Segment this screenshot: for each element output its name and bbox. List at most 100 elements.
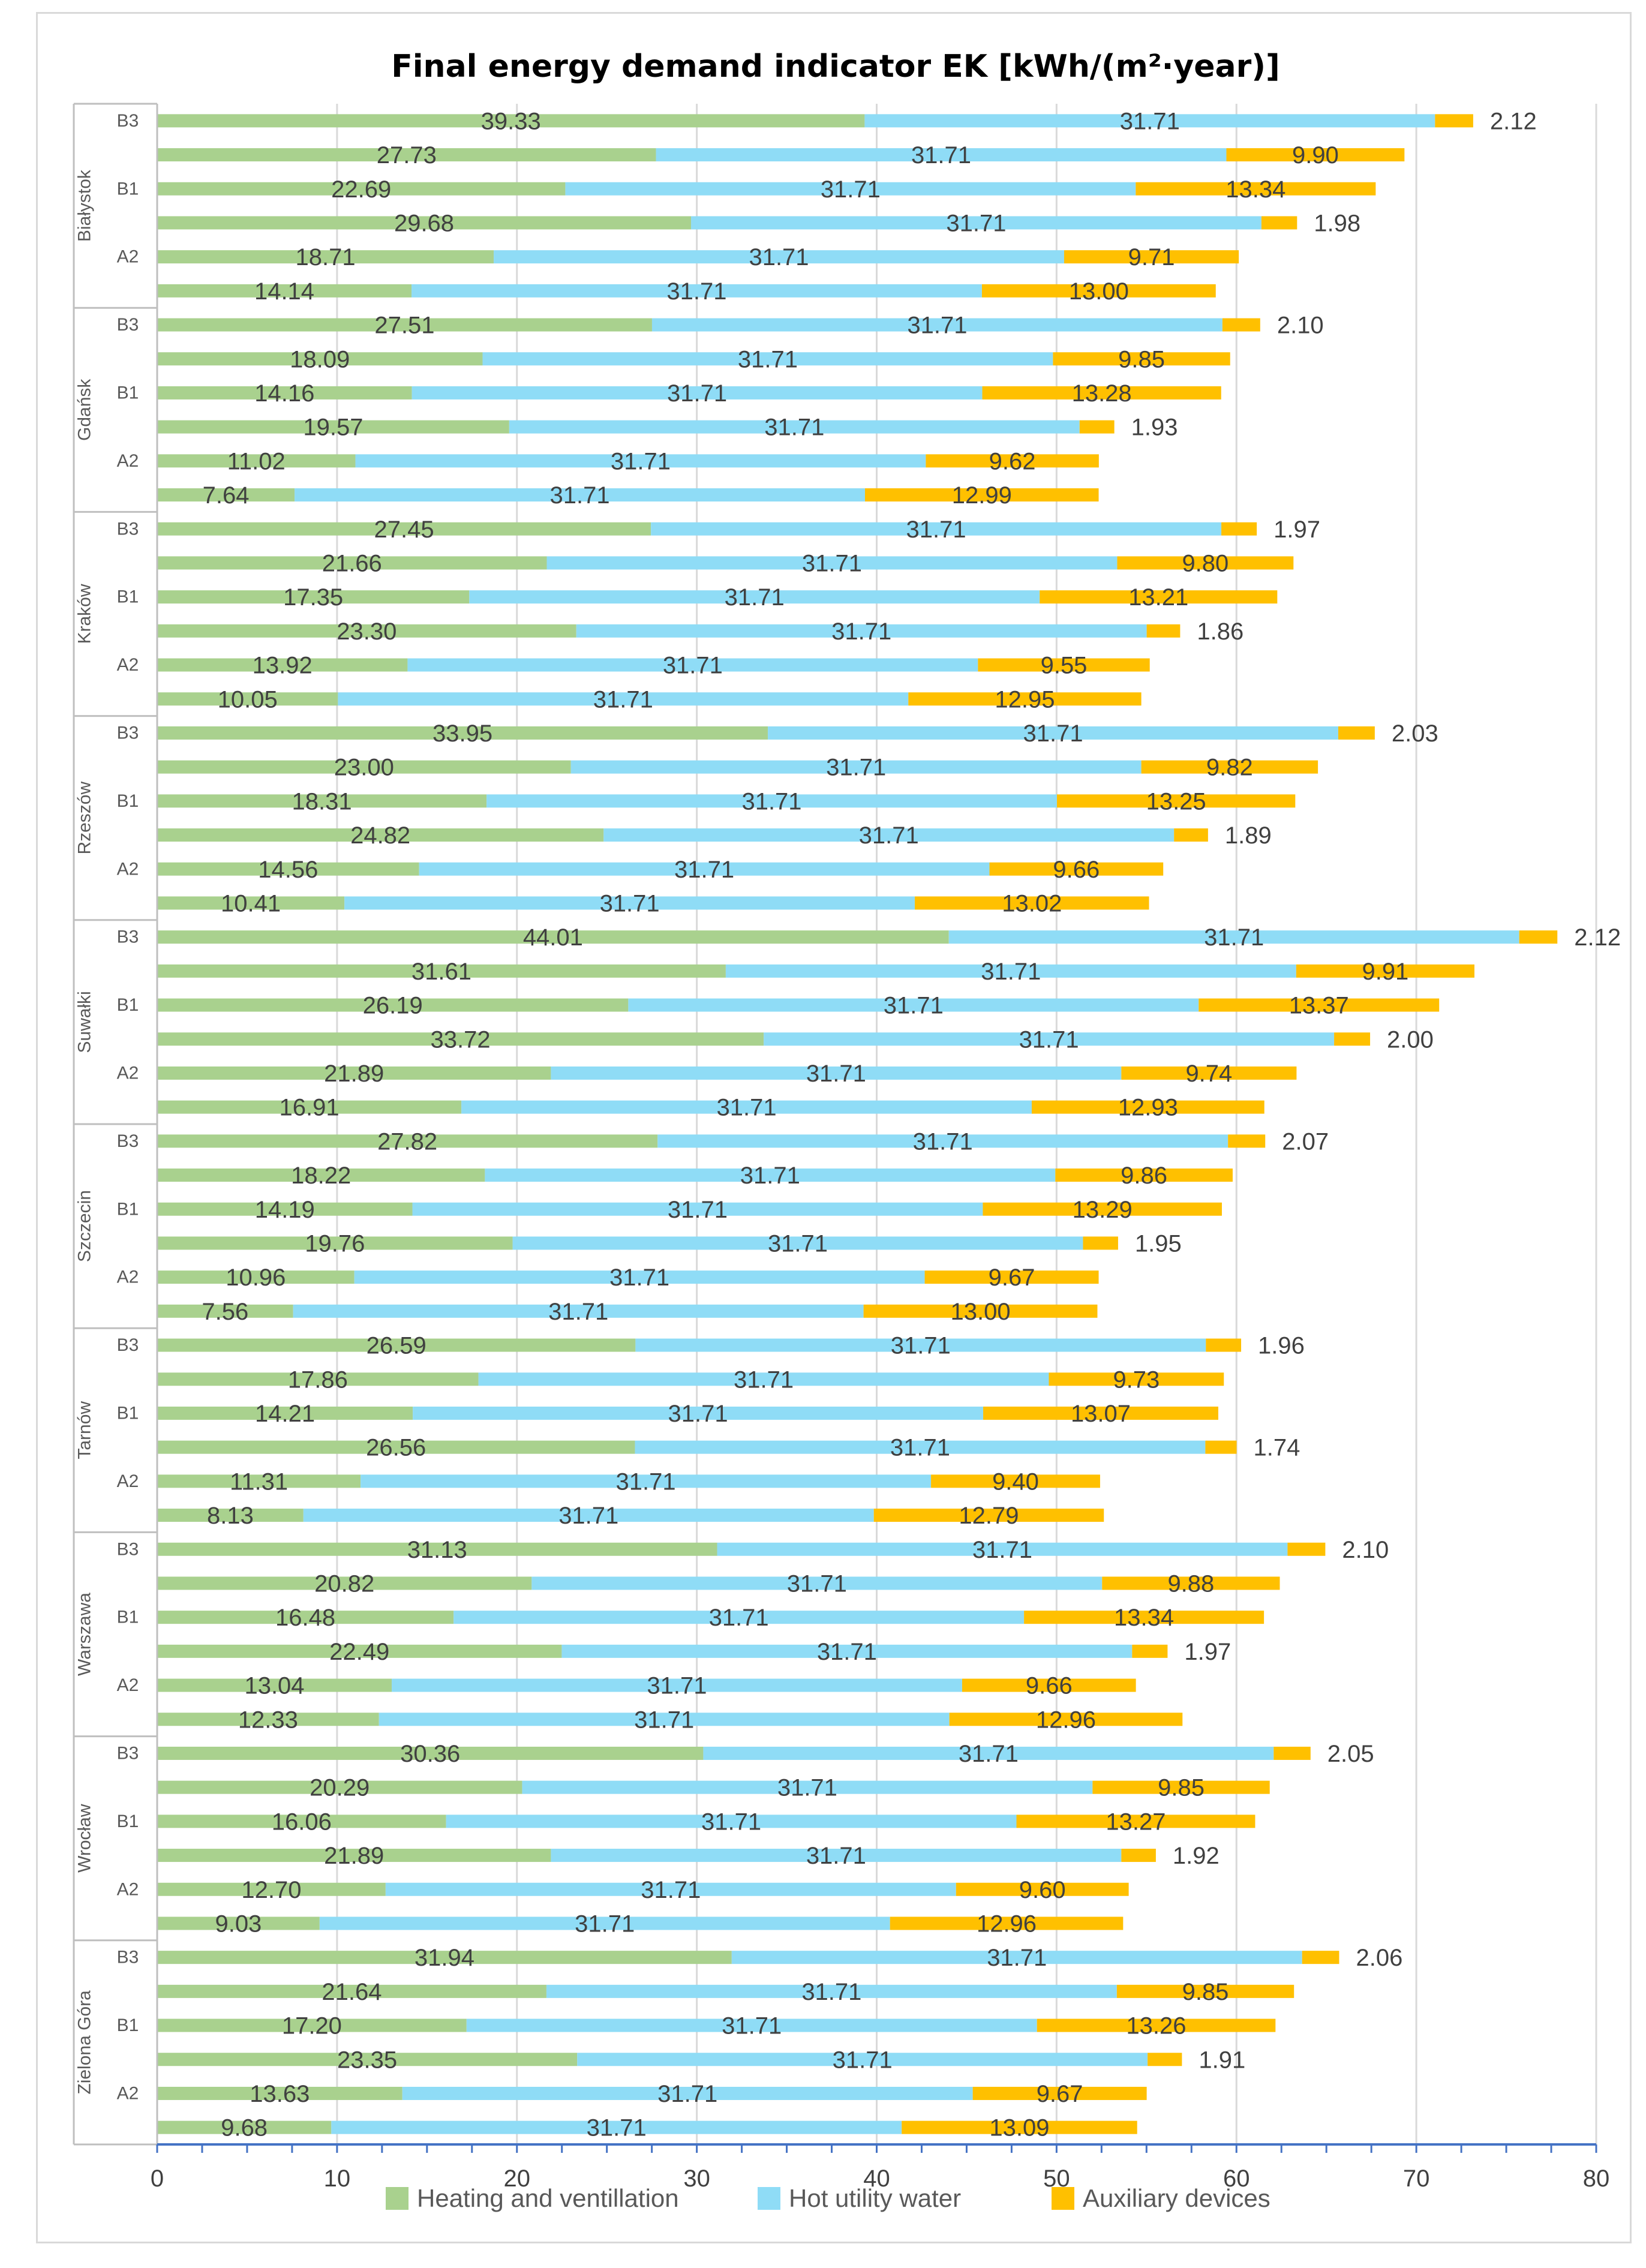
bar-hot-water: [331, 2120, 902, 2134]
data-label-hot-water: 31.71: [821, 176, 881, 203]
data-label-hot-water: 31.71: [959, 1741, 1019, 1767]
category-tick-label: A2: [117, 655, 139, 675]
bar-heating: [157, 2018, 467, 2032]
data-label-heating: 14.14: [254, 278, 314, 305]
data-label-heating: 24.82: [350, 822, 410, 849]
bar-heating: [157, 1100, 462, 1114]
bar-auxiliary: [1206, 1338, 1242, 1352]
category-tick-label: B3: [117, 315, 139, 335]
data-label-heating: 13.63: [250, 2081, 310, 2107]
bar-auxiliary: [989, 862, 1164, 876]
bar-hot-water: [392, 1678, 962, 1692]
bar-hot-water: [338, 692, 909, 706]
data-label-heating: 17.20: [282, 2013, 342, 2039]
bar-auxiliary: [1116, 1984, 1294, 1998]
bar-heating: [157, 896, 345, 910]
data-label-hot-water: 31.71: [826, 755, 886, 781]
bar-auxiliary: [1435, 114, 1473, 128]
bar-auxiliary: [1205, 1440, 1237, 1454]
category-tick-label: B1: [117, 1199, 139, 1219]
bar-auxiliary: [1102, 1576, 1280, 1590]
bar-heating: [157, 1576, 532, 1590]
city-label: Białystok: [75, 169, 95, 242]
bar-heating: [157, 216, 692, 230]
data-label-heating: 23.30: [337, 618, 397, 645]
data-label-hot-water: 31.71: [1023, 720, 1083, 747]
data-label-auxiliary: 1.95: [1135, 1230, 1182, 1257]
data-label-auxiliary: 1.86: [1197, 618, 1243, 645]
bar-auxiliary: [1338, 726, 1375, 740]
bar-auxiliary: [983, 1202, 1222, 1216]
bar-heating: [157, 1984, 546, 1998]
data-label-heating: 9.03: [215, 1910, 262, 1937]
bar-heating: [157, 930, 949, 944]
data-label-auxiliary: 2.06: [1356, 1945, 1402, 1971]
data-label-auxiliary: 1.74: [1254, 1435, 1300, 1461]
data-label-hot-water: 31.71: [1120, 108, 1180, 134]
data-label-auxiliary: 12.95: [995, 686, 1055, 713]
data-label-heating: 9.68: [221, 2115, 268, 2141]
bar-auxiliary: [1079, 420, 1115, 434]
data-label-auxiliary: 12.96: [977, 1910, 1037, 1937]
bar-auxiliary: [1121, 1849, 1156, 1863]
data-label-auxiliary: 13.27: [1106, 1809, 1166, 1835]
data-label-auxiliary: 9.85: [1182, 1979, 1229, 2005]
city-label: Wrocław: [75, 1804, 95, 1873]
data-label-auxiliary: 9.40: [992, 1468, 1039, 1495]
data-label-heating: 18.09: [290, 346, 350, 373]
data-label-hot-water: 31.71: [890, 1435, 950, 1461]
bar-heating: [157, 1474, 361, 1488]
bar-hot-water: [717, 1542, 1288, 1556]
bar-hot-water: [531, 1576, 1103, 1590]
data-label-heating: 21.64: [322, 1979, 382, 2005]
data-label-hot-water: 31.71: [806, 1061, 866, 1087]
bar-hot-water: [412, 1202, 983, 1216]
bar-auxiliary: [1146, 624, 1181, 638]
x-tick-label: 70: [1403, 2165, 1430, 2192]
data-label-heating: 11.02: [227, 448, 286, 474]
bar-hot-water: [512, 1236, 1083, 1250]
bar-heating: [157, 1134, 658, 1148]
bar-auxiliary: [1083, 1236, 1118, 1250]
data-label-hot-water: 31.71: [548, 1299, 608, 1325]
data-label-auxiliary: 12.79: [959, 1503, 1019, 1529]
data-label-heating: 19.57: [303, 414, 363, 441]
bar-heating: [157, 1236, 513, 1250]
bar-auxiliary: [962, 1678, 1136, 1692]
bar-hot-water: [407, 658, 978, 672]
bar-hot-water: [412, 386, 983, 399]
bar-heating: [157, 1713, 379, 1726]
bar-hot-water: [546, 556, 1118, 570]
bar-heating: [157, 964, 726, 978]
bar-auxiliary: [926, 454, 1099, 468]
bar-heating: [157, 284, 412, 298]
bar-heating: [157, 1644, 562, 1658]
city-label: Tarnów: [75, 1401, 95, 1459]
data-label-auxiliary: 13.21: [1128, 584, 1188, 611]
bar-heating: [157, 522, 651, 536]
data-label-heating: 10.05: [218, 686, 278, 713]
bar-heating: [157, 862, 419, 876]
x-tick-label: 80: [1583, 2165, 1610, 2192]
city-label: Warszawa: [75, 1593, 95, 1676]
data-label-heating: 27.82: [377, 1128, 437, 1155]
category-tick-label: B1: [117, 1403, 139, 1423]
category-tick-label: B1: [117, 1608, 139, 1627]
bar-hot-water: [303, 1509, 874, 1522]
data-label-hot-water: 31.71: [611, 448, 671, 474]
bar-heating: [157, 250, 494, 264]
data-label-hot-water: 31.71: [738, 346, 798, 373]
bar-auxiliary: [1199, 998, 1440, 1012]
data-label-heating: 16.48: [275, 1605, 335, 1631]
bar-hot-water: [385, 1882, 956, 1896]
x-tick-label: 30: [683, 2165, 710, 2192]
data-label-heating: 33.95: [432, 720, 492, 747]
bar-hot-water: [461, 1100, 1032, 1114]
bar-auxiliary: [983, 1406, 1218, 1420]
data-label-hot-water: 31.71: [1019, 1026, 1079, 1053]
data-label-auxiliary: 13.34: [1226, 176, 1285, 203]
data-label-hot-water: 31.71: [913, 1128, 973, 1155]
data-label-auxiliary: 2.00: [1387, 1026, 1434, 1053]
data-label-heating: 27.73: [377, 142, 437, 169]
data-label-auxiliary: 9.62: [989, 448, 1036, 474]
